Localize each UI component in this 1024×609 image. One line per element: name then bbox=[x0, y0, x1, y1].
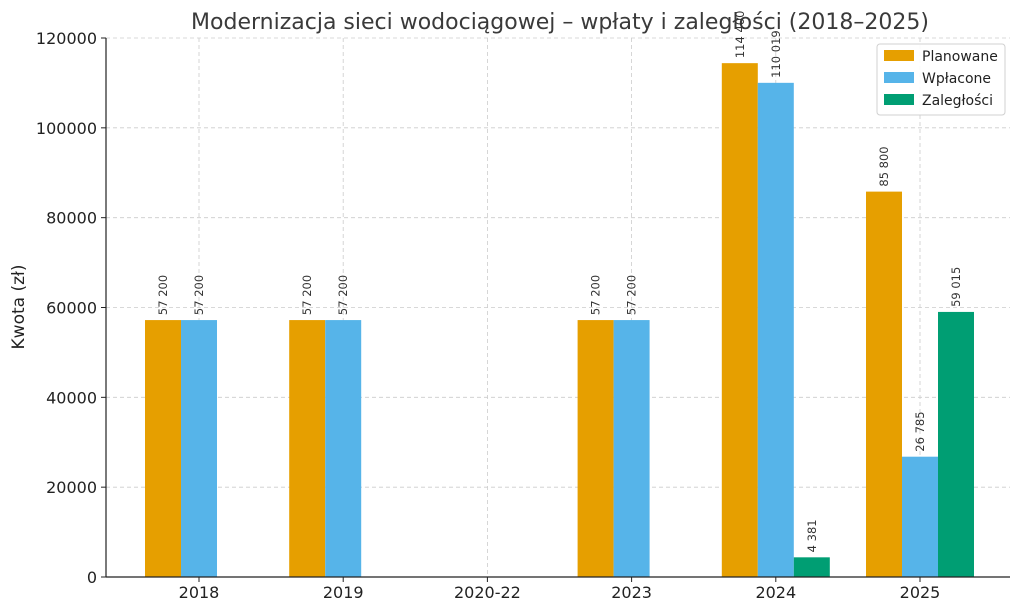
legend-swatch bbox=[884, 50, 914, 61]
y-tick-label: 0 bbox=[87, 568, 97, 587]
y-tick-label: 20000 bbox=[46, 478, 97, 497]
y-tick-label: 60000 bbox=[46, 299, 97, 318]
legend-label: Wpłacone bbox=[922, 71, 991, 87]
y-tick-label: 40000 bbox=[46, 388, 97, 407]
legend: Planowane Wpłacone Zaległości bbox=[876, 43, 1006, 116]
value-label: 4 381 bbox=[805, 519, 819, 552]
bar-planowane-2019 bbox=[289, 320, 326, 577]
value-label: 57 200 bbox=[589, 275, 603, 315]
value-label: 57 200 bbox=[300, 275, 314, 315]
bar-wpłacone-2025 bbox=[902, 456, 938, 577]
value-labels: 57 200 57 200 57 200 114 400 85 800 57 200 57 … bbox=[156, 11, 963, 553]
axes: 0 20000 40000 60000 80000 100000 120000 2018 201… bbox=[36, 29, 1010, 602]
x-tick-label: 2024 bbox=[755, 583, 796, 602]
bar-wpłacone-2019 bbox=[325, 320, 362, 577]
value-label: 110 019 bbox=[769, 30, 783, 78]
x-tick-label: 2023 bbox=[611, 583, 652, 602]
value-label: 57 200 bbox=[156, 275, 170, 315]
x-tick-label: 2025 bbox=[900, 583, 941, 602]
value-label: 57 200 bbox=[625, 275, 639, 315]
bar-planowane-2025 bbox=[866, 191, 902, 578]
legend-label: Planowane bbox=[922, 49, 998, 65]
bar-wpłacone-2018 bbox=[181, 320, 217, 577]
y-tick-label: 100000 bbox=[36, 119, 97, 138]
bar-zaległości-2025 bbox=[938, 311, 974, 577]
chart-title: Modernizacja sieci wodociągowej – wpłaty… bbox=[191, 10, 929, 35]
bar-wpłacone-2023 bbox=[613, 320, 650, 577]
x-tick-label: 2020-22 bbox=[454, 583, 521, 602]
bar-planowane-2024 bbox=[721, 63, 758, 578]
value-label: 26 785 bbox=[913, 411, 927, 451]
x-tick-label: 2018 bbox=[179, 583, 220, 602]
y-tick-label: 120000 bbox=[36, 29, 97, 48]
bar-planowane-2023 bbox=[577, 320, 614, 577]
bar-zaległości-2024 bbox=[793, 557, 830, 577]
value-label: 85 800 bbox=[877, 146, 891, 186]
bar-planowane-2018 bbox=[145, 320, 181, 577]
legend-label: Zaległości bbox=[922, 93, 993, 109]
y-axis-label: Kwota (zł) bbox=[9, 265, 29, 350]
value-label: 57 200 bbox=[192, 275, 206, 315]
bar-wpłacone-2024 bbox=[757, 82, 794, 577]
x-tick-label: 2019 bbox=[323, 583, 364, 602]
value-label: 57 200 bbox=[336, 275, 350, 315]
legend-swatch bbox=[884, 94, 914, 105]
y-tick-label: 80000 bbox=[46, 209, 97, 228]
legend-swatch bbox=[884, 72, 914, 83]
value-label: 114 400 bbox=[733, 11, 747, 59]
bars bbox=[145, 63, 974, 578]
value-label: 59 015 bbox=[949, 267, 963, 307]
